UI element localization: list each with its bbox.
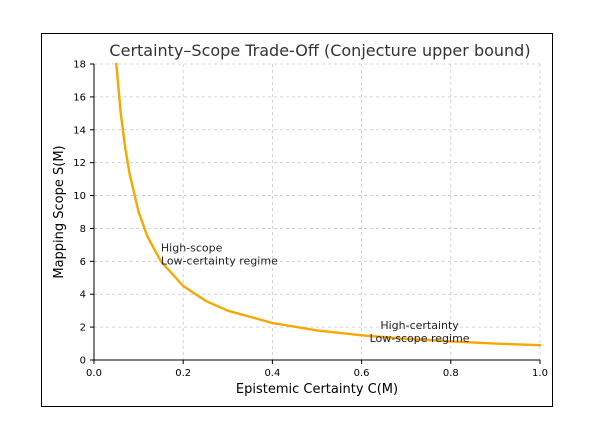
series-layer: [115, 62, 542, 347]
annotation-text: Low-certainty regime: [161, 254, 278, 267]
y-tick-label: 18: [73, 60, 86, 71]
x-axis-label: Epistemic Certainty C(M): [236, 382, 398, 397]
axes: 0.0 0.2 0.4 0.6 0.8 1.0 0 2 4 6 8 10 12 14 16 18: [73, 60, 548, 380]
y-axis-label: Mapping Scope S(M): [52, 145, 67, 278]
x-tick-label: 1.0: [532, 368, 548, 379]
plot-area: [94, 64, 540, 360]
series-line: [115, 62, 542, 347]
chart-title: Certainty–Scope Trade-Off (Conjecture up…: [109, 41, 530, 60]
x-tick-label: 0.2: [175, 368, 191, 379]
y-tick-label: 2: [80, 323, 86, 334]
annotation-text: High-scope: [161, 241, 223, 254]
grid: [93, 63, 541, 361]
x-tick-label: 0.0: [86, 368, 102, 379]
y-tick-label: 14: [73, 125, 86, 136]
x-tick-label: 0.6: [354, 368, 370, 379]
y-tick-label: 16: [73, 92, 86, 103]
y-tick-label: 6: [80, 257, 86, 268]
y-tick-label: 4: [80, 290, 86, 301]
y-tick-label: 8: [80, 224, 86, 235]
annotation-text: Low-scope regime: [370, 332, 470, 345]
annotation-text: High-certainty: [380, 319, 459, 332]
x-tick-label: 0.4: [264, 368, 280, 379]
y-tick-label: 0: [80, 356, 86, 367]
x-tick-label: 0.8: [443, 368, 459, 379]
y-tick-label: 12: [73, 158, 86, 169]
y-tick-label: 10: [73, 191, 86, 202]
